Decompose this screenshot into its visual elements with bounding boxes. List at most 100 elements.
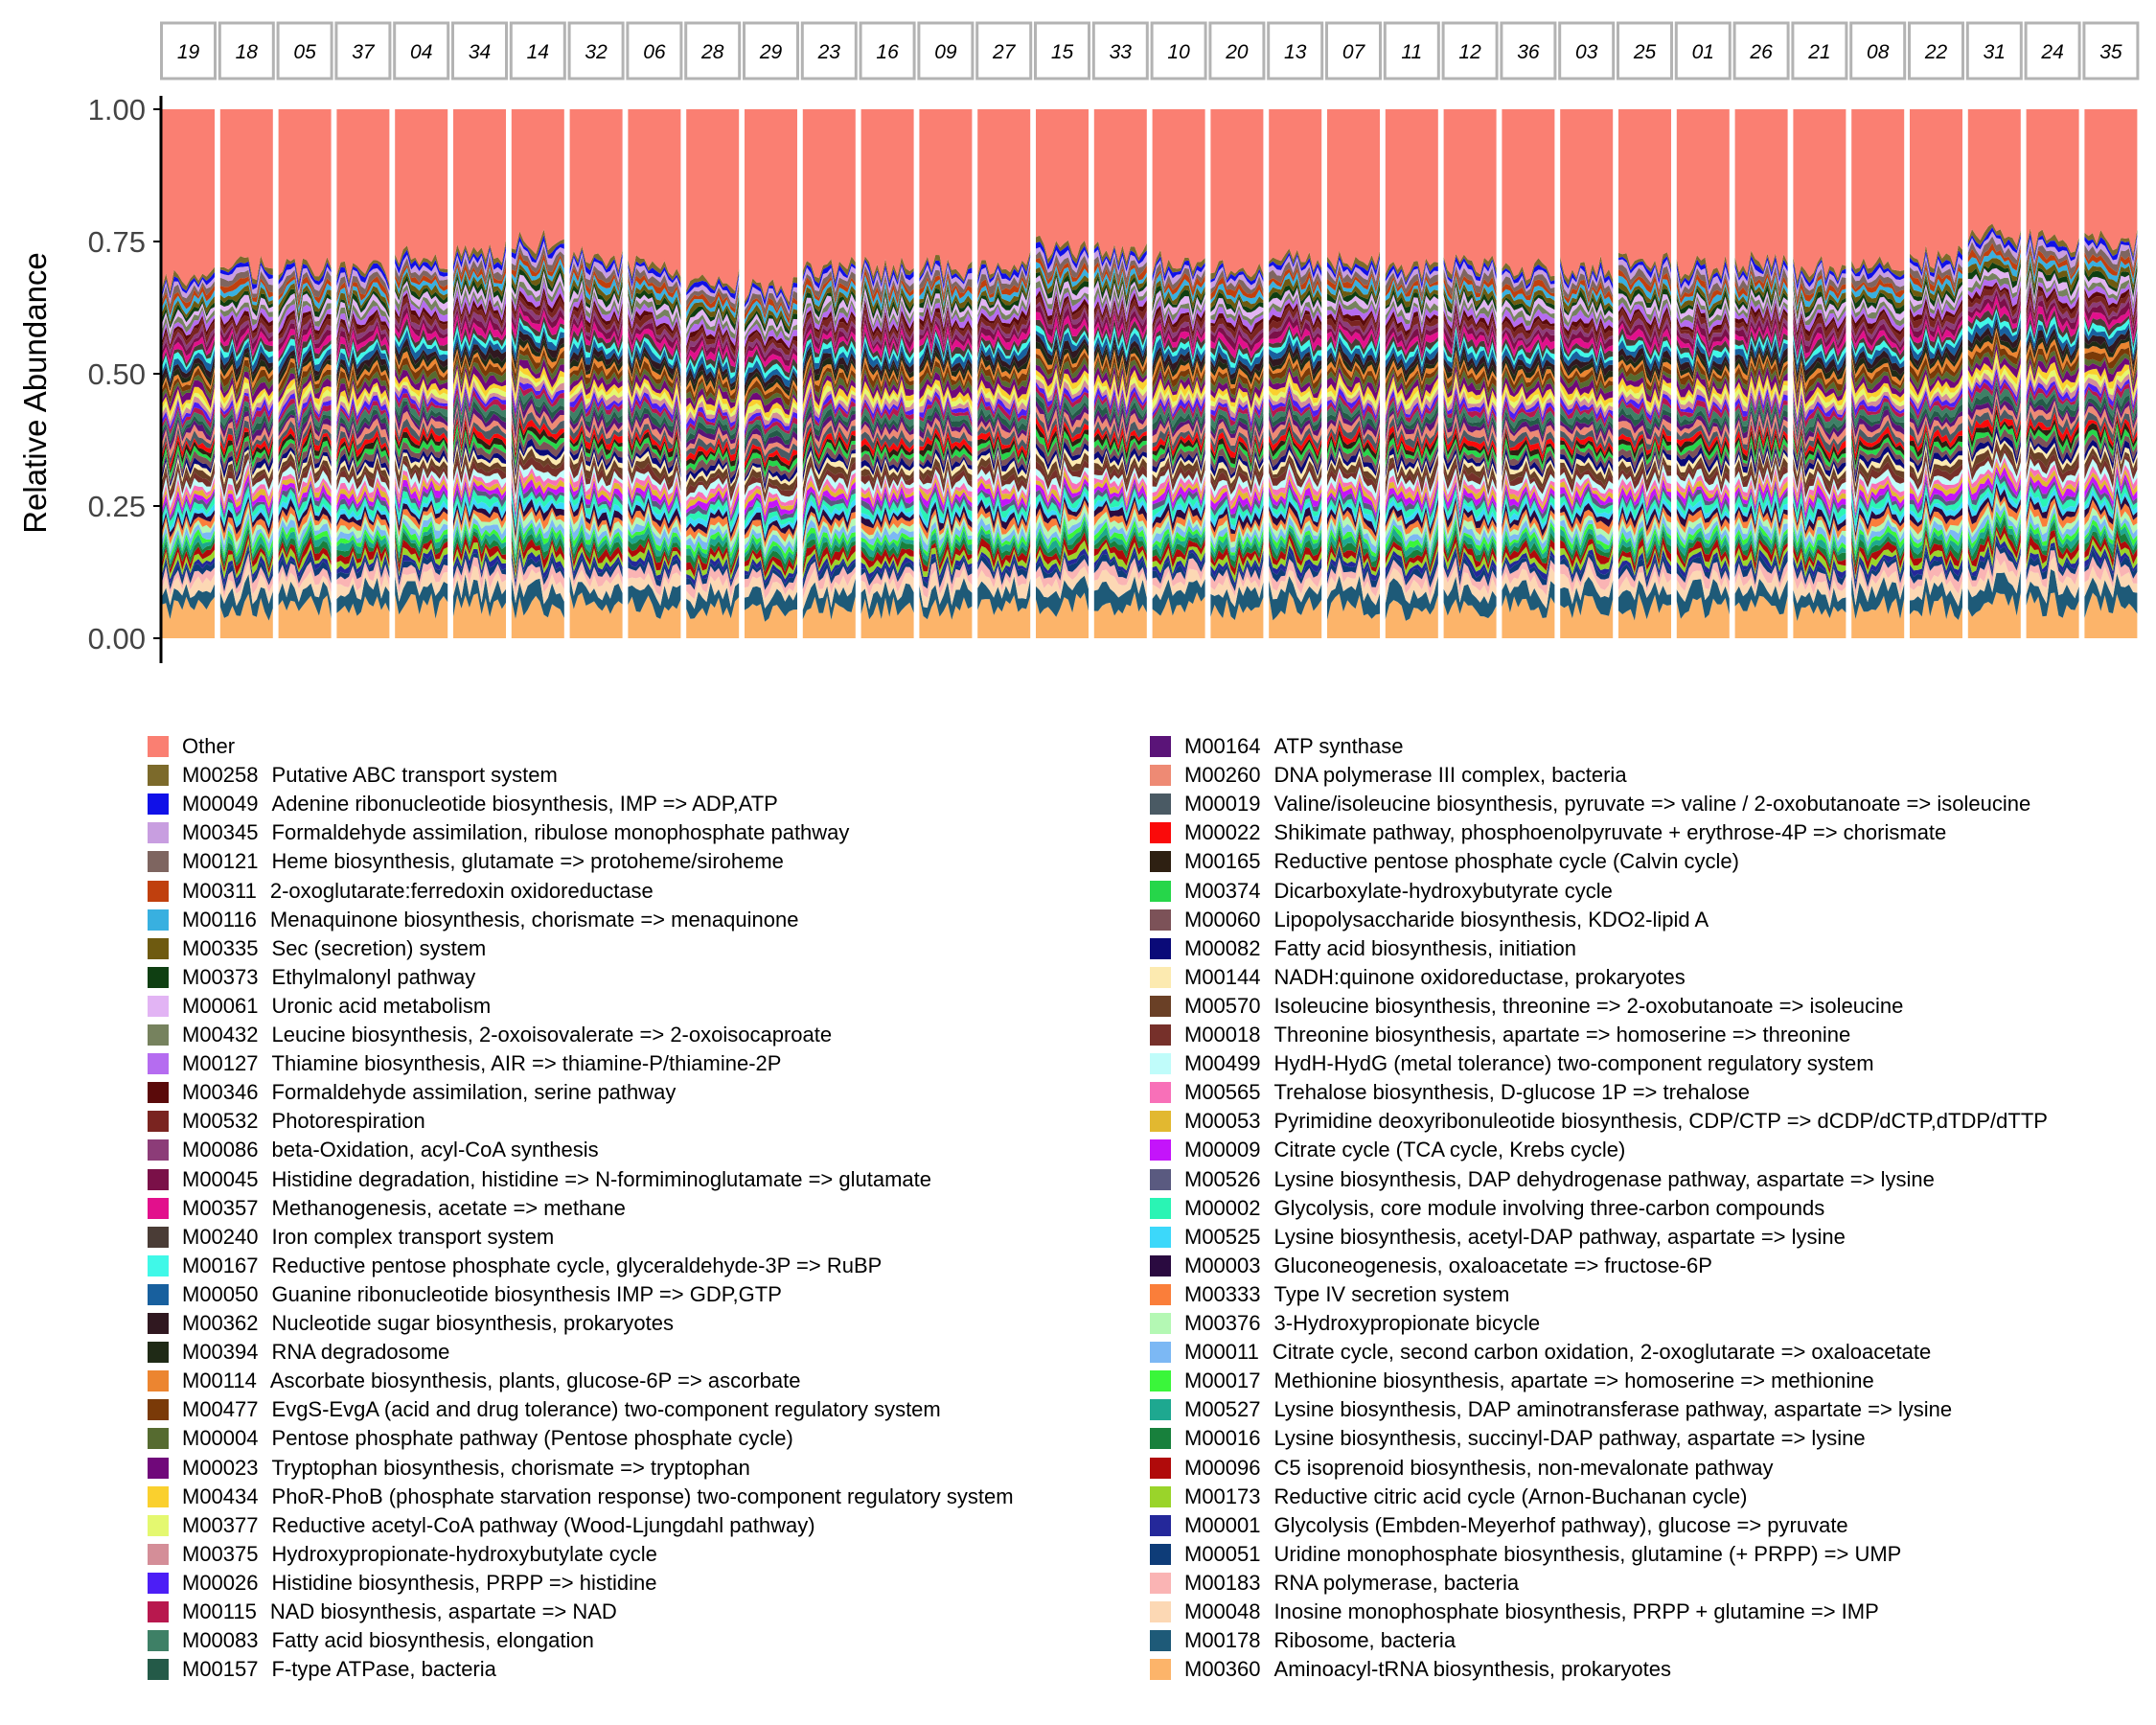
- area-band-m00260: [1210, 421, 1264, 456]
- area-band-m00178: [1385, 576, 1438, 621]
- area-band-m00009: [1793, 478, 1846, 518]
- area-band-m00019: [1851, 419, 1905, 454]
- area-band-m00373: [1618, 287, 1671, 312]
- area-band-m00360: [745, 604, 797, 638]
- facet-strip-box: [1965, 21, 2023, 80]
- legend-item: M00004 Pentose phosphate pathway (Pentose…: [148, 1424, 793, 1453]
- area-band-m00001: [219, 543, 273, 586]
- area-band-m00311: [1967, 242, 2021, 271]
- facet-strip-label: 23: [817, 41, 841, 63]
- area-band-m00240: [919, 328, 973, 359]
- area-band-m00049: [569, 249, 623, 279]
- area-band-m00060: [1967, 419, 2021, 459]
- area-band-m00345: [569, 252, 623, 283]
- area-band-m00360: [2026, 591, 2079, 638]
- facet-strip-box: [2082, 21, 2140, 80]
- area-band-other: [628, 109, 681, 277]
- legend-swatch: [148, 1630, 169, 1652]
- area-band-m00173: [1269, 539, 1322, 574]
- area-band-m00240: [511, 311, 564, 347]
- legend-swatch: [148, 908, 169, 931]
- area-band-m00434: [1036, 367, 1089, 397]
- area-band-m00346: [1327, 303, 1380, 328]
- area-band-m00165: [628, 431, 681, 465]
- area-band-m00434: [395, 375, 448, 398]
- area-band-m00061: [686, 304, 740, 334]
- area-band-m00165: [278, 426, 332, 469]
- area-band-m00023: [1443, 363, 1497, 409]
- area-band-m00050: [686, 353, 740, 384]
- area-band-m00240: [1327, 328, 1380, 356]
- area-band-m00127: [628, 303, 681, 338]
- area-band-m00001: [278, 548, 332, 580]
- area-band-m00116: [2084, 256, 2138, 286]
- area-band-m00375: [1269, 381, 1322, 411]
- area-band-m00532: [1618, 309, 1671, 339]
- area-band-m00178: [278, 581, 332, 619]
- area-band-m00060: [219, 441, 273, 478]
- legend-label: Reductive acetyl-CoA pathway (Wood-Ljung…: [271, 1512, 815, 1537]
- legend-code: M00086: [182, 1138, 259, 1162]
- area-band-m00002: [1851, 491, 1905, 527]
- area-band-m00009: [919, 481, 973, 512]
- legend-label: Photorespiration: [271, 1109, 425, 1134]
- area-band-m00178: [569, 576, 623, 614]
- legend-label: Isoleucine biosynthesis, threonine => 2-…: [1273, 993, 1904, 1018]
- area-band-m00345: [1210, 266, 1264, 290]
- area-band-m00023: [1676, 370, 1730, 402]
- area-band-m00335: [1036, 266, 1089, 294]
- area-band-other: [511, 109, 564, 255]
- legend-code: M00565: [1184, 1080, 1261, 1105]
- area-band-m00477: [1734, 356, 1788, 387]
- area-band-m00565: [919, 472, 973, 500]
- area-band-m00362: [1560, 344, 1614, 379]
- area-band-m00434: [2026, 361, 2079, 391]
- area-band-m00001: [1385, 549, 1438, 583]
- y-tick-label: 0.25: [88, 490, 146, 523]
- facet-strip-box: [567, 21, 625, 80]
- area-band-m00260: [395, 410, 448, 438]
- area-band-m00082: [2026, 435, 2079, 466]
- area-band-m00011: [919, 520, 973, 553]
- area-band-m00477: [278, 361, 332, 398]
- area-band-m00053: [1152, 477, 1205, 503]
- area-band-m00011: [336, 522, 390, 546]
- facet-panel: [1676, 109, 1730, 638]
- area-band-m00050: [919, 335, 973, 370]
- area-band-m00083: [1618, 401, 1671, 429]
- area-band-m00048: [569, 564, 623, 601]
- legend-code: M00527: [1184, 1397, 1261, 1422]
- legend-swatch: [148, 851, 169, 873]
- area-band-m00157: [1152, 411, 1205, 435]
- area-band-m00086: [1036, 301, 1089, 333]
- area-band-m00311: [802, 276, 856, 305]
- area-band-m00565: [1910, 465, 1962, 500]
- area-band-m00009: [1269, 478, 1322, 513]
- area-band-m00011: [1793, 520, 1846, 555]
- area-band-m00570: [1093, 452, 1147, 487]
- area-band-m00377: [686, 393, 740, 421]
- area-band-m00345: [1851, 266, 1905, 288]
- area-band-m00115: [1327, 393, 1380, 424]
- area-band-m00477: [1093, 355, 1147, 390]
- legend-label: Putative ABC transport system: [271, 763, 558, 788]
- area-band-m00121: [1152, 263, 1205, 296]
- area-band-m00183: [1443, 556, 1497, 595]
- area-band-m00499: [628, 470, 681, 496]
- area-band-m00049: [1093, 245, 1147, 272]
- area-band-m00086: [1734, 310, 1788, 338]
- area-band-m00001: [919, 553, 973, 585]
- area-band-m00086: [1676, 312, 1730, 348]
- area-band-m00050: [1618, 339, 1671, 372]
- area-band-m00311: [162, 285, 215, 316]
- area-band-m00116: [219, 281, 273, 306]
- area-band-m00477: [162, 367, 215, 403]
- area-band-m00082: [1851, 446, 1905, 484]
- area-band-m00260: [1618, 418, 1671, 445]
- area-band-m00019: [1036, 411, 1089, 449]
- area-band-m00333: [628, 502, 681, 536]
- area-band-m00018: [1734, 459, 1788, 492]
- area-band-m00083: [1734, 396, 1788, 426]
- area-band-m00373: [1269, 284, 1322, 309]
- area-band-m00121: [1676, 267, 1730, 303]
